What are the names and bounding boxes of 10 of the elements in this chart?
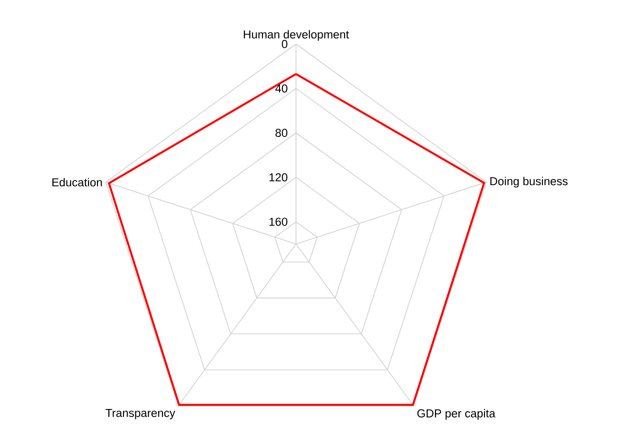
spoke-label: Doing business xyxy=(490,176,568,188)
y-tick-label: 0 xyxy=(282,40,288,48)
y-tick-label: 40 xyxy=(275,84,288,93)
spoke-label: Human development xyxy=(244,30,349,41)
spoke-label: GDP per capita xyxy=(417,409,496,420)
spoke-label: Transparency xyxy=(106,409,176,420)
y-tick-label: 160 xyxy=(269,218,288,226)
spoke-label: Education xyxy=(52,178,102,186)
y-tick-label: 80 xyxy=(276,128,288,137)
y-tick-label: 120 xyxy=(269,173,288,182)
